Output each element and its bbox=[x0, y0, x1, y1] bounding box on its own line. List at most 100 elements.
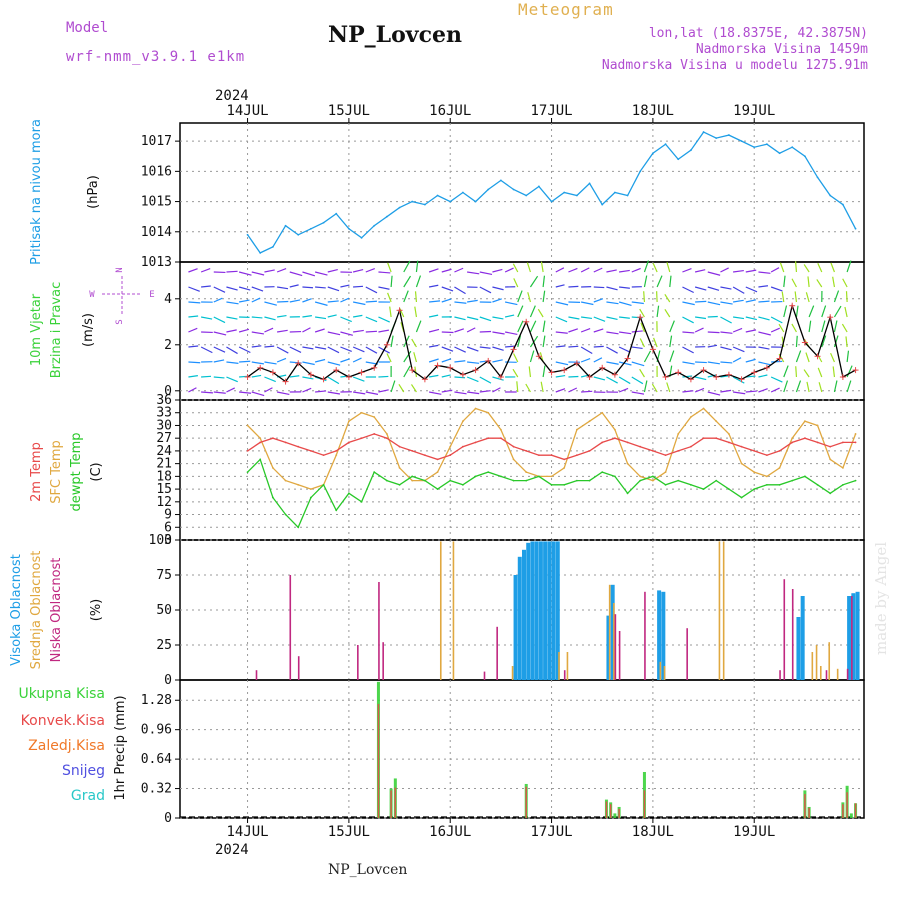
cloud-bar-low bbox=[483, 671, 486, 680]
cloud-bar-high bbox=[526, 542, 531, 680]
wind-arrow bbox=[441, 374, 451, 378]
wind-arrow bbox=[666, 262, 671, 273]
wind-arrow bbox=[580, 327, 591, 333]
wind-arrow bbox=[302, 346, 314, 350]
wind-arrow bbox=[643, 260, 650, 273]
cloud-bar-low bbox=[255, 670, 258, 680]
wind-arrow bbox=[656, 275, 663, 288]
wind-arrow bbox=[758, 316, 770, 321]
wind-arrow bbox=[758, 271, 771, 274]
dewpoint-line-point bbox=[499, 475, 502, 478]
wind-axis-label: 10m Vjetar bbox=[29, 293, 44, 366]
wind-arrow bbox=[791, 278, 797, 288]
t2m-line-point bbox=[791, 441, 794, 444]
cloud-bar-low bbox=[614, 614, 617, 680]
precip-unit-label: 1hr Precip (mm) bbox=[113, 695, 128, 800]
wind-arrow bbox=[410, 384, 417, 393]
wind-arrow bbox=[568, 387, 578, 393]
wind-arrow bbox=[512, 368, 519, 378]
wind-arrow bbox=[695, 361, 707, 364]
wind-arrow bbox=[732, 286, 745, 294]
wind-arrow bbox=[277, 314, 287, 318]
wind-arrow bbox=[365, 391, 379, 395]
wind-arrow bbox=[651, 383, 658, 393]
wind-arrow bbox=[606, 269, 617, 273]
t2m-line-point bbox=[727, 441, 730, 444]
cloud-bar-high bbox=[657, 590, 662, 680]
wind-arrow bbox=[568, 375, 579, 378]
t2m-line-point bbox=[740, 445, 743, 448]
pressure-line-point bbox=[727, 134, 730, 136]
dewpoint-line-point bbox=[537, 475, 540, 478]
wind-arrow bbox=[758, 388, 768, 393]
wind-arrow bbox=[504, 301, 518, 306]
wind-arrow bbox=[821, 320, 826, 333]
wind-arrow bbox=[841, 323, 848, 333]
wind-arrow bbox=[845, 291, 848, 303]
t2m-line-point bbox=[398, 445, 401, 448]
cloud-bar-high bbox=[530, 541, 535, 680]
pressure-line-point bbox=[563, 191, 566, 194]
cloud-bar-mid bbox=[811, 652, 814, 680]
wind-arrow bbox=[467, 361, 480, 364]
wind-arrow bbox=[352, 301, 366, 306]
day-label-top: 15JUL bbox=[328, 103, 370, 119]
precip-bar-convective bbox=[394, 787, 397, 818]
wind-arrow bbox=[783, 305, 788, 318]
wind-arrow bbox=[504, 267, 514, 273]
wind-arrow bbox=[390, 380, 396, 393]
wind-arrow bbox=[555, 361, 569, 366]
cloud-bar-low bbox=[563, 670, 566, 680]
sfc-temp-line-point bbox=[677, 433, 680, 435]
wind-arrow bbox=[353, 314, 363, 318]
wind-arrow bbox=[643, 291, 646, 303]
wind-arrow bbox=[682, 316, 694, 324]
wind-arrow bbox=[513, 353, 519, 363]
t2m-line-point bbox=[246, 450, 249, 452]
wind-arrow bbox=[314, 271, 328, 276]
wind-arrow bbox=[387, 292, 392, 303]
wind-arrow bbox=[428, 328, 440, 333]
wind-arrow bbox=[327, 331, 341, 336]
sfc-temp-line-point bbox=[601, 411, 604, 414]
wind-arrow bbox=[542, 320, 546, 333]
wind-arrow bbox=[517, 290, 523, 303]
dewpoint-line-point bbox=[601, 471, 604, 474]
wind-arrow bbox=[720, 267, 729, 273]
wind-axis-sublabel: Brzina i Pravac bbox=[49, 282, 64, 379]
wind-arrow bbox=[568, 316, 580, 320]
pressure-axis-label: Pritisak na nivou mora bbox=[29, 119, 44, 265]
wind-arrow bbox=[302, 298, 312, 303]
wind-arrow bbox=[226, 376, 238, 383]
wind-arrow bbox=[492, 316, 504, 320]
wind-arrow bbox=[833, 380, 838, 393]
wind-arrow bbox=[791, 323, 797, 333]
wind-arrow bbox=[188, 387, 197, 393]
wind-arrow bbox=[758, 331, 771, 336]
dewpoint-line-point bbox=[740, 496, 743, 499]
wind-arrow bbox=[454, 360, 466, 363]
pressure-line-point bbox=[411, 200, 414, 203]
wind-arrow bbox=[833, 320, 838, 333]
pressure-line-point bbox=[537, 185, 540, 188]
t2m-line-point bbox=[803, 437, 806, 440]
precip-bar-convective bbox=[525, 786, 527, 818]
wind-arrow bbox=[631, 346, 643, 350]
wind-arrow bbox=[618, 376, 631, 385]
sfc-temp-line-point bbox=[335, 454, 338, 457]
wind-arrow bbox=[289, 271, 303, 277]
pressure-line-point bbox=[854, 227, 857, 230]
t2m-line-point bbox=[499, 437, 502, 440]
wind-arrow bbox=[619, 316, 630, 319]
precip-legend-item: Grad bbox=[71, 788, 105, 804]
wind-arrow bbox=[593, 357, 603, 363]
t2m-line-point bbox=[284, 441, 287, 444]
dewpoint-line-point bbox=[639, 479, 642, 482]
wind-arrow bbox=[378, 375, 389, 378]
pressure-line-point bbox=[803, 155, 806, 158]
wind-arrow bbox=[213, 286, 226, 293]
wind-arrow bbox=[340, 297, 350, 303]
sfc-temp-line-point bbox=[803, 420, 806, 423]
sfc-temp-line-point bbox=[436, 471, 439, 474]
